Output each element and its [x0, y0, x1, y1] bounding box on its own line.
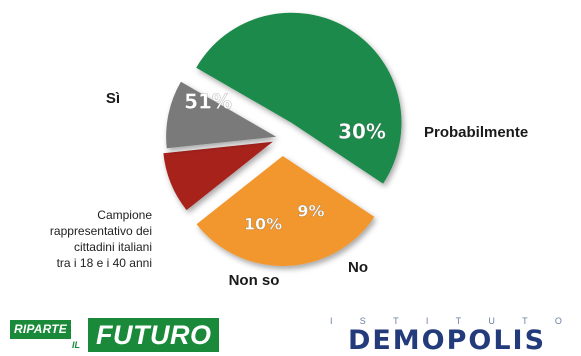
- slice-category-label: Non so: [229, 272, 280, 289]
- logo-letter: I: [425, 316, 429, 326]
- logo-letter: T: [393, 316, 399, 326]
- pie-slice: [196, 12, 402, 184]
- logo-istituto-letters: I S T I T U T O: [330, 316, 562, 326]
- slice-category-label: Sì: [106, 90, 120, 107]
- slice-percent-label: 10%: [244, 215, 282, 234]
- slice-percent-label: 51%: [184, 90, 232, 114]
- logo-letter: I: [330, 316, 333, 326]
- riparte-il-futuro-logo: RIPARTE IL FUTURO: [10, 318, 220, 352]
- slice-category-label: No: [348, 259, 368, 276]
- demopolis-logo: I S T I T U T O DEMOPOLIS: [316, 316, 578, 356]
- logo-letter: T: [522, 316, 528, 326]
- logo-word-futuro: FUTURO: [88, 318, 220, 352]
- slice-percent-label: 9%: [297, 202, 324, 221]
- sample-note: Campione rappresentativo dei cittadini i…: [0, 207, 152, 271]
- logo-word-il: IL: [72, 340, 80, 350]
- logo-letter: O: [554, 316, 562, 326]
- logo-word-riparte: RIPARTE: [10, 320, 71, 339]
- pie-slice: [166, 81, 277, 149]
- pie-slice: [196, 155, 375, 266]
- pie-chart: 51% 30% 9% 10% Sì Probabilmente No Non so: [106, 12, 528, 289]
- logo-demopolis-name: DEMOPOLIS: [347, 325, 547, 356]
- logo-letter: U: [488, 316, 495, 326]
- sample-note-line: Campione: [97, 208, 152, 222]
- sample-note-line: tra i 18 e i 40 anni: [56, 256, 152, 270]
- pie-slice: [163, 141, 273, 211]
- slice-category-label: Probabilmente: [424, 124, 528, 141]
- logo-letter: S: [359, 316, 366, 326]
- sample-note-line: rappresentativo dei: [49, 224, 152, 238]
- slice-percent-label: 30%: [338, 120, 386, 144]
- logo-letter: T: [455, 316, 462, 326]
- sample-note-line: cittadini italiani: [73, 240, 152, 254]
